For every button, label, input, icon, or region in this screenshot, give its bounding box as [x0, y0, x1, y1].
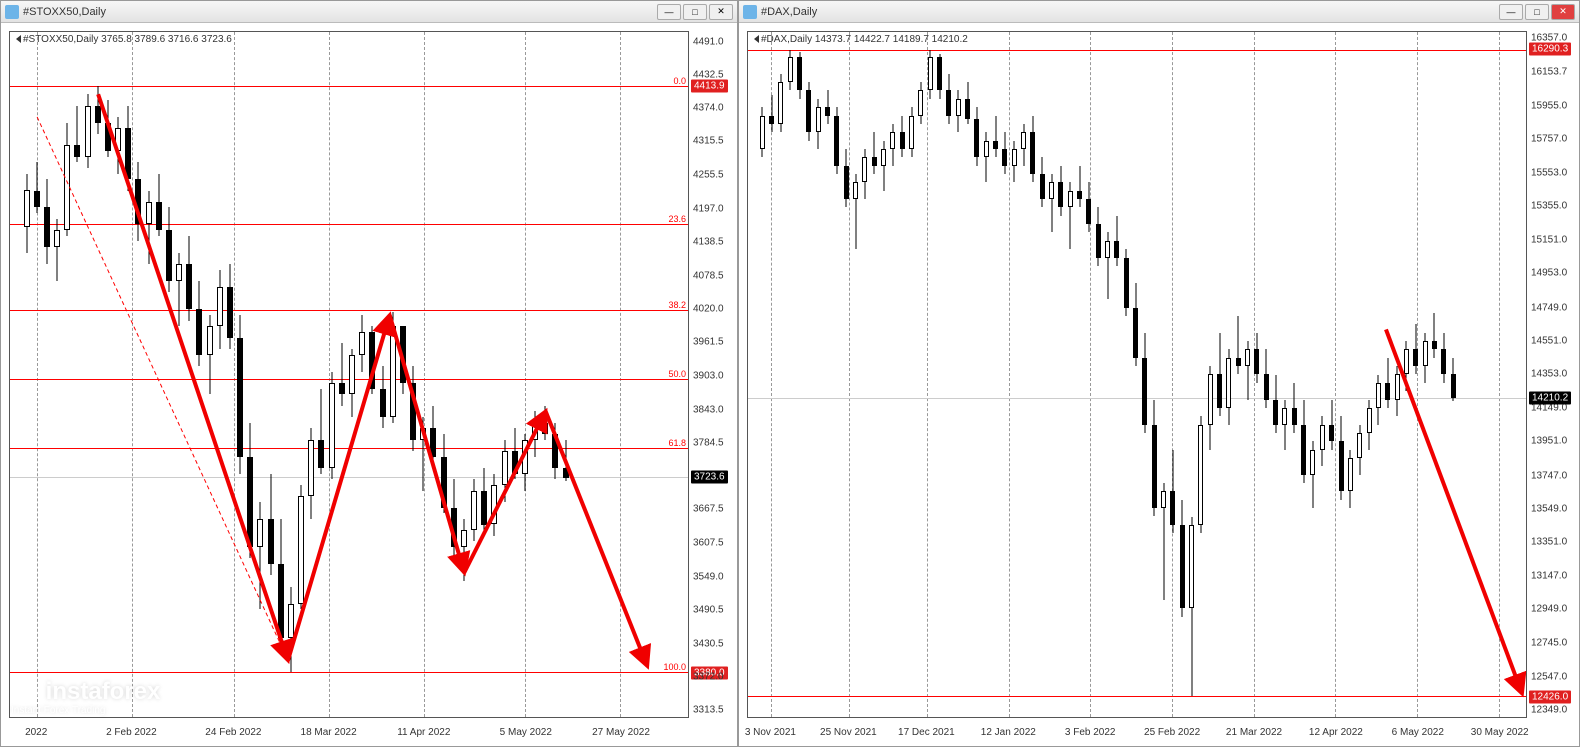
titlebar-left[interactable]: #STOXX50,Daily — □ ✕	[1, 1, 737, 23]
window-dax: #DAX,Daily — □ ✕ #DAX,Daily 14373.7 1442…	[738, 0, 1580, 747]
ohlc-label-right: #DAX,Daily 14373.7 14422.7 14189.7 14210…	[754, 34, 968, 45]
y-axis-right: 16290.312426.016357.016153.715955.015757…	[1527, 31, 1579, 718]
chart-area-left[interactable]: #STOXX50,Daily 3765.8 3789.6 3716.6 3723…	[1, 23, 737, 746]
chart-canvas-right[interactable]: #DAX,Daily 14373.7 14422.7 14189.7 14210…	[747, 31, 1527, 718]
close-button[interactable]: ✕	[709, 4, 733, 20]
maximize-button[interactable]: □	[683, 4, 707, 20]
window-title-right: #DAX,Daily	[761, 6, 1499, 18]
minimize-button[interactable]: —	[657, 4, 681, 20]
x-axis-left: 20222 Feb 202224 Feb 202218 Mar 202211 A…	[9, 720, 689, 738]
ohlc-label-left: #STOXX50,Daily 3765.8 3789.6 3716.6 3723…	[16, 34, 232, 45]
window-buttons-left: — □ ✕	[657, 4, 733, 20]
titlebar-right[interactable]: #DAX,Daily — □ ✕	[739, 1, 1579, 23]
window-icon	[5, 5, 19, 19]
window-icon	[743, 5, 757, 19]
watermark-brand: instaforex	[46, 678, 161, 705]
y-axis-left: 4413.93380.04491.04432.54374.04315.54255…	[689, 31, 737, 718]
x-axis-right: 3 Nov 202125 Nov 202117 Dec 202112 Jan 2…	[747, 720, 1527, 738]
maximize-button[interactable]: □	[1525, 4, 1549, 20]
window-stoxx50: #STOXX50,Daily — □ ✕ #STOXX50,Daily 3765…	[0, 0, 738, 747]
chart-canvas-left[interactable]: #STOXX50,Daily 3765.8 3789.6 3716.6 3723…	[9, 31, 689, 718]
window-buttons-right: — □ ✕	[1499, 4, 1575, 20]
chart-area-right[interactable]: #DAX,Daily 14373.7 14422.7 14189.7 14210…	[739, 23, 1579, 746]
close-button[interactable]: ✕	[1551, 4, 1575, 20]
window-title-left: #STOXX50,Daily	[23, 6, 657, 18]
watermark: instaforex Instant Forex Trading	[11, 678, 160, 716]
minimize-button[interactable]: —	[1499, 4, 1523, 20]
